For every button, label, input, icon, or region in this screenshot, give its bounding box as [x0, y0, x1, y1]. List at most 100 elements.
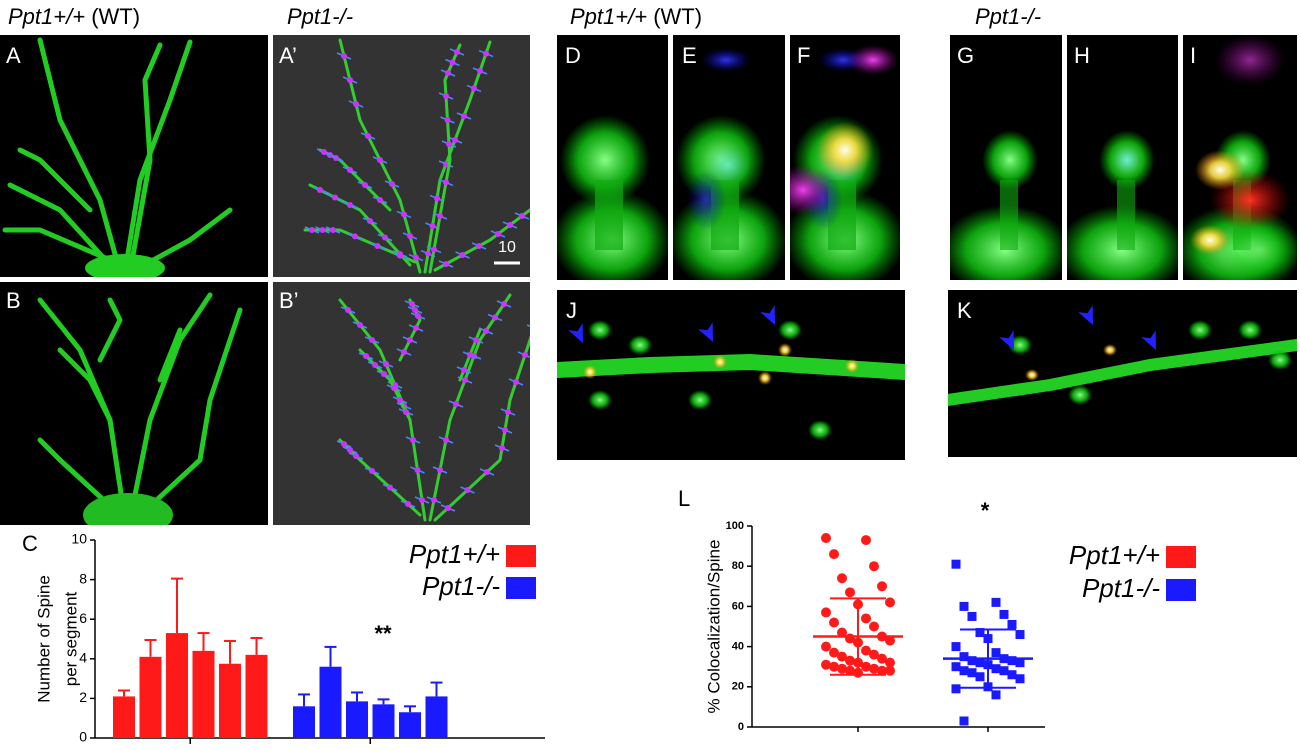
spine-mark — [389, 181, 395, 187]
fluorescence — [560, 115, 650, 205]
dendrite — [2, 227, 118, 265]
data-point — [845, 655, 855, 666]
heading: Ppt1-/- — [287, 4, 353, 29]
image-content — [557, 320, 905, 440]
bar — [245, 654, 268, 738]
spine-mark — [341, 441, 347, 447]
panel-label: H — [1074, 43, 1090, 68]
spine-mark — [507, 222, 513, 228]
data-point — [1007, 619, 1017, 629]
fluorescence — [628, 335, 652, 355]
spine-mark — [357, 322, 363, 328]
image-content — [2, 37, 233, 277]
data-point — [999, 609, 1009, 619]
image-content — [336, 293, 530, 522]
fluorescence — [1068, 385, 1092, 405]
panel-label: A’ — [279, 43, 297, 68]
image-content — [1067, 130, 1178, 280]
y-tick-label: 8 — [79, 570, 87, 586]
fluorescence — [758, 371, 772, 385]
bar — [372, 704, 395, 738]
data-point — [821, 607, 831, 618]
spine-mark — [383, 361, 389, 367]
image-panel — [273, 35, 530, 277]
data-point — [869, 649, 879, 660]
fluorescence — [701, 48, 751, 72]
y-tick-label: 100 — [726, 520, 744, 532]
spine-mark — [341, 53, 347, 59]
spine-mark — [476, 243, 482, 249]
data-point — [1015, 658, 1025, 668]
spine-mark — [453, 401, 459, 407]
arrowhead — [1141, 330, 1156, 351]
spine-mark — [464, 487, 471, 493]
spine-mark — [505, 409, 511, 415]
data-point — [845, 665, 855, 676]
image-panel — [0, 282, 268, 525]
legend-label: Ppt1-/- — [1082, 573, 1160, 603]
arrowhead — [698, 322, 713, 342]
y-tick-label: 20 — [732, 681, 744, 693]
fluorescence — [790, 165, 833, 215]
spine-mark — [405, 501, 411, 507]
spine-mark — [414, 467, 421, 473]
bar — [192, 650, 215, 738]
spine-mark — [484, 469, 490, 475]
annotation: * — [981, 498, 990, 523]
dendrite — [303, 228, 417, 264]
panel-label: C — [22, 531, 38, 556]
dendrite — [948, 339, 1297, 406]
spine-mark — [415, 313, 421, 319]
data-point — [1015, 674, 1025, 684]
spine-mark — [452, 137, 458, 143]
image-content — [303, 38, 530, 274]
spine-mark — [412, 307, 418, 313]
data-point — [991, 648, 1001, 658]
spine-mark — [477, 68, 483, 74]
y-tick-label: 80 — [732, 560, 744, 572]
data-point — [967, 611, 977, 621]
spine-mark — [425, 250, 431, 257]
y-tick-label: 6 — [79, 610, 87, 626]
spine-mark — [410, 437, 416, 443]
dendrite — [37, 37, 123, 275]
fluorescence — [1195, 150, 1245, 190]
data-point — [837, 663, 847, 674]
spine-mark — [444, 117, 451, 123]
panel-label: K — [957, 298, 972, 323]
image-content — [1183, 35, 1297, 280]
image-content — [948, 320, 1297, 406]
fluorescence — [588, 390, 612, 410]
bar — [219, 663, 241, 738]
data-point — [869, 621, 879, 632]
data-point — [829, 647, 839, 658]
image-content — [37, 292, 243, 525]
spine-mark — [519, 213, 525, 219]
spine-mark — [522, 352, 528, 358]
data-point — [821, 659, 831, 670]
fluorescence — [778, 320, 802, 340]
image-content — [950, 130, 1062, 280]
spine-mark — [461, 113, 467, 119]
spine-mark — [437, 213, 443, 219]
y-tick-label: 4 — [79, 650, 87, 666]
data-point — [829, 661, 839, 672]
data-point — [885, 635, 895, 646]
spine-mark — [387, 484, 393, 491]
spine-mark — [345, 307, 351, 313]
fluorescence — [848, 45, 898, 75]
fluorescence — [982, 130, 1038, 190]
data-point — [1015, 630, 1025, 640]
spine-mark — [483, 50, 489, 57]
spine-trace — [526, 324, 530, 328]
spine-mark — [483, 328, 489, 334]
legend-label: Ppt1+/+ — [1069, 540, 1160, 570]
panel-label: L — [678, 486, 690, 511]
y-axis-label: Number of Spine — [34, 575, 53, 703]
fluorescence — [778, 343, 792, 357]
data-point — [951, 642, 961, 652]
panel-label: B’ — [279, 288, 299, 313]
data-point — [975, 658, 985, 668]
bar — [166, 633, 188, 738]
